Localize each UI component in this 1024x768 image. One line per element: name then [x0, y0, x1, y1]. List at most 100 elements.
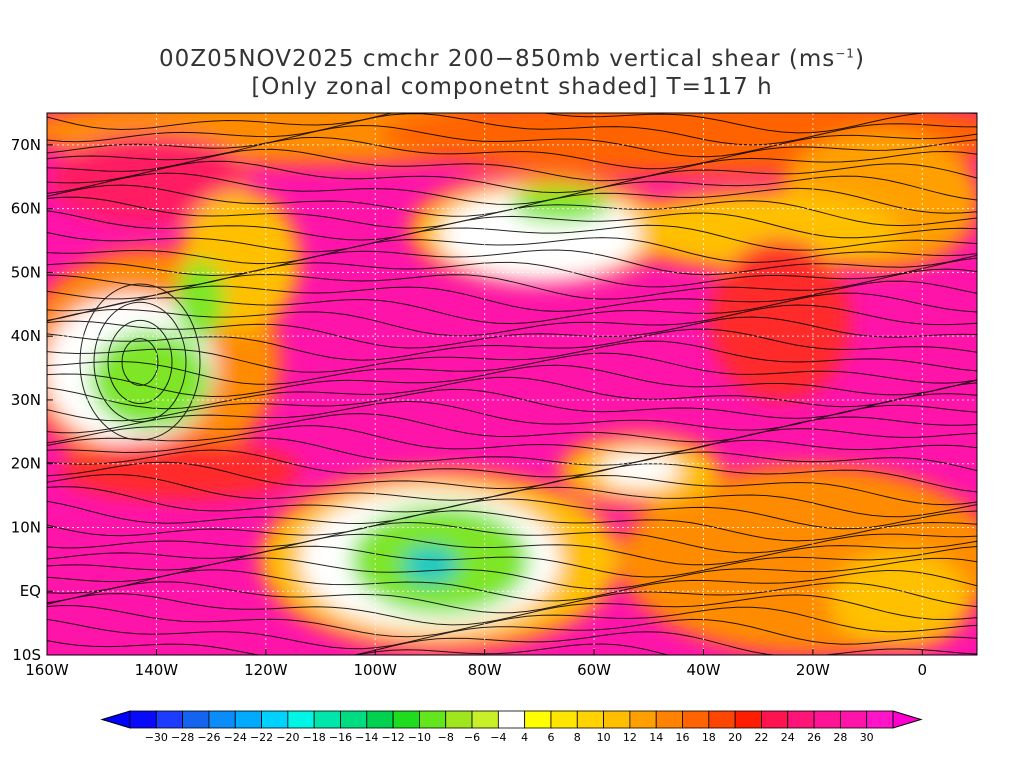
colorbar-label: −8	[438, 731, 454, 744]
colorbar-swatch	[392, 710, 420, 729]
colorbar-swatch	[155, 710, 184, 729]
streamline-vortex	[79, 283, 201, 441]
lat-tick-label: 30N	[11, 391, 41, 409]
colorbar-swatch	[182, 710, 210, 729]
colorbar-swatch	[208, 710, 236, 729]
colorbar-swatch	[576, 710, 604, 729]
streamline	[47, 124, 977, 158]
colorbar-swatch	[603, 710, 631, 729]
lat-tick-label: 70N	[11, 136, 41, 154]
streamline	[47, 618, 977, 650]
streamline	[47, 581, 977, 614]
colorbar-swatch	[629, 710, 657, 729]
colorbar-label: 14	[649, 731, 663, 744]
colorbar-label: 20	[728, 731, 742, 744]
lat-tick-label: 60N	[11, 200, 41, 218]
streamline-vortex	[107, 319, 173, 405]
streamline	[47, 569, 977, 602]
streamlines	[47, 113, 977, 655]
colorbar-label: 8	[574, 731, 581, 744]
colorbar-swatch	[787, 710, 815, 729]
streamline	[47, 136, 977, 170]
colorbar-swatch	[524, 710, 552, 729]
streamline	[47, 376, 977, 410]
streamline	[47, 113, 977, 134]
streamline	[47, 340, 977, 373]
streamline	[47, 172, 977, 205]
colorbar-label: 24	[781, 731, 795, 744]
colorbar-label: −10	[408, 731, 431, 744]
colorbar-label: −12	[381, 731, 404, 744]
streamline	[47, 510, 977, 542]
streamline-vortex	[93, 301, 187, 423]
colorbar-swatch	[813, 710, 841, 729]
streamline	[47, 437, 977, 466]
streamline	[47, 425, 977, 455]
colorbar-label: −20	[276, 731, 299, 744]
colorbar-swatch	[655, 710, 683, 729]
colorbar-swatch	[366, 710, 394, 729]
streamline	[47, 533, 977, 566]
colorbar-label: 4	[521, 731, 528, 744]
lat-tick-label: 50N	[11, 263, 41, 281]
lat-tick-label: 10N	[11, 518, 41, 536]
streamline	[47, 364, 977, 398]
colorbar-label: 18	[702, 731, 716, 744]
colorbar-swatch	[471, 710, 499, 729]
colorbar-label: 6	[547, 731, 554, 744]
latitude-axis: 70N 60N 50N 40N 30N 20N 10N EQ 10S	[11, 136, 53, 664]
streamline	[47, 148, 977, 182]
colorbar-label: −14	[355, 731, 378, 744]
colorbar-swatch	[129, 710, 157, 729]
colorbar-label: 28	[833, 731, 847, 744]
colorbar-label: 16	[676, 731, 690, 744]
streamline	[47, 224, 977, 253]
lat-tick-label: 40N	[11, 327, 41, 345]
colorbar-swatch	[550, 710, 578, 729]
streamline	[47, 249, 977, 277]
streamline	[47, 631, 977, 655]
streamline	[47, 593, 977, 626]
colorbar-swatch	[340, 710, 368, 729]
colorbar: −30 −28 −26 −24 −22 −20 −18 −16 −14 −12 −10 −8 −6 −4 4…	[100, 710, 923, 744]
lon-tick-label: 120W	[244, 661, 288, 679]
lon-tick-label: 40W	[687, 661, 721, 679]
colorbar-label: −4	[490, 731, 506, 744]
map-field	[47, 113, 977, 655]
lon-tick-label: 100W	[354, 661, 398, 679]
colorbar-label: −18	[303, 731, 326, 744]
colorbar-swatch	[708, 710, 736, 729]
lon-tick-label: 60W	[577, 661, 611, 679]
colorbar-swatch	[419, 710, 447, 729]
longitude-axis: 160W 140W 120W 100W 80W 60W 40W 20W 0	[25, 649, 927, 679]
streamline	[47, 557, 977, 590]
lat-tick-label: EQ	[20, 582, 41, 600]
lat-tick-label: 20N	[11, 455, 41, 473]
lon-tick-label: 0	[918, 661, 928, 679]
colorbar-label: 12	[623, 731, 637, 744]
streamline	[47, 304, 977, 337]
map-title-line-2: [Only zonal componetnt shaded] T=117 h	[251, 74, 773, 100]
lat-tick-label: 10S	[12, 646, 41, 664]
streamline	[354, 643, 670, 655]
shading-blobs	[47, 113, 977, 655]
streamline	[47, 113, 977, 146]
lon-tick-label: 80W	[468, 661, 502, 679]
streamline	[47, 196, 977, 229]
streamline	[47, 160, 977, 194]
colorbar-swatch	[234, 710, 262, 729]
streamline	[47, 268, 977, 300]
lon-tick-label: 140W	[135, 661, 179, 679]
streamline	[47, 292, 977, 325]
map-title-line-1: 00Z05NOV2025 cmchr 200−850mb vertical sh…	[159, 46, 865, 72]
colorbar-label: −26	[197, 731, 220, 744]
streamline	[47, 449, 977, 478]
streamline	[47, 604, 977, 638]
colorbar-label: −30	[145, 731, 168, 744]
streamline	[47, 413, 977, 444]
streamline	[47, 400, 977, 434]
colorbar-swatch	[445, 710, 473, 729]
map-frame	[46, 112, 978, 656]
colorbar-label: 10	[597, 731, 611, 744]
colorbar-swatch	[866, 710, 894, 729]
